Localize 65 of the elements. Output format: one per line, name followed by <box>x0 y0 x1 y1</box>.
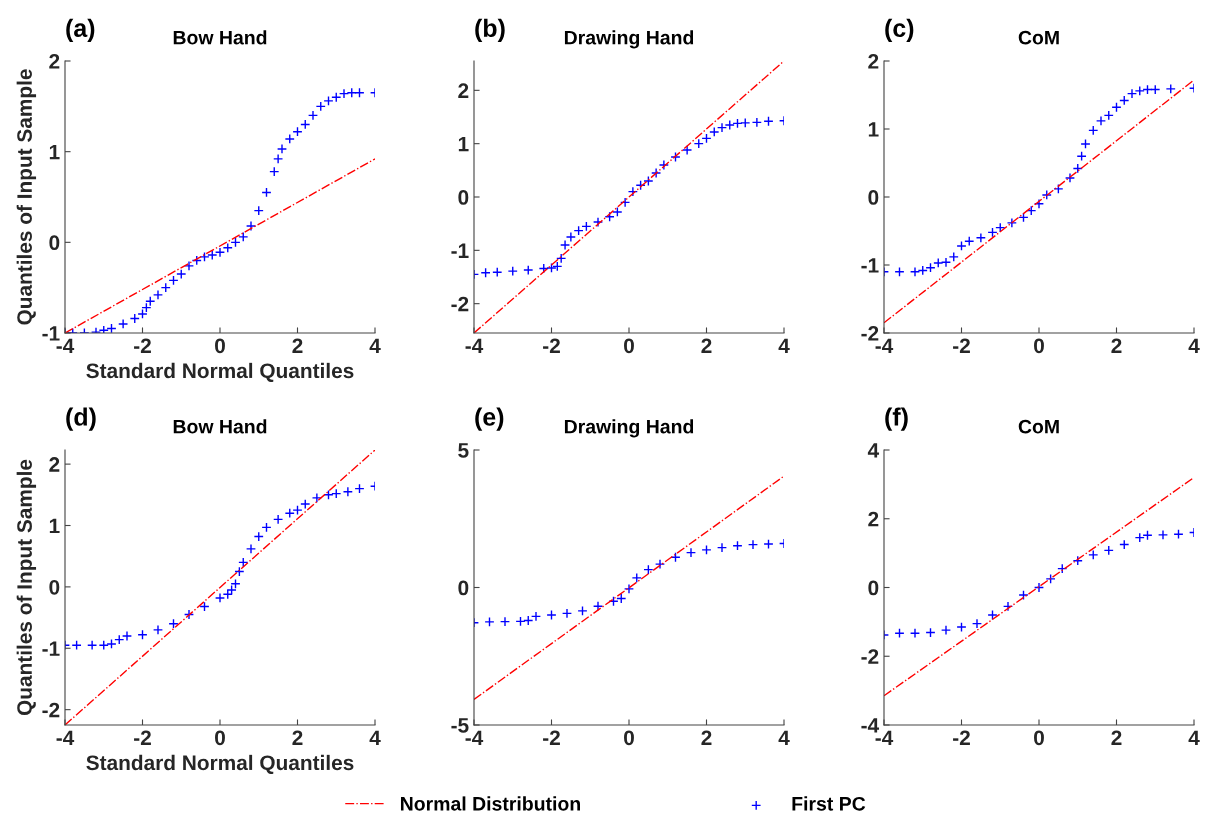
x-axis-title: Standard Normal Quantiles <box>86 754 354 775</box>
y-tick-label: 2 <box>868 511 879 527</box>
y-tick-label: 0 <box>458 580 469 596</box>
y-tick-label: 1 <box>49 144 60 160</box>
x-tick-label: -2 <box>134 730 151 745</box>
x-tick-label: 4 <box>778 730 790 745</box>
x-tick-label: 0 <box>624 338 634 354</box>
legend-label: First PC <box>792 796 866 811</box>
y-tick-label: -2 <box>861 649 879 664</box>
x-tick-label: -2 <box>953 338 970 353</box>
x-tick-label: 0 <box>215 730 225 746</box>
x-tick-label: 2 <box>292 338 303 353</box>
text: (a) <box>66 18 95 42</box>
text: (e) <box>475 407 504 431</box>
y-tick-label: 0 <box>49 579 60 595</box>
y-tick-label: 2 <box>49 457 60 472</box>
text: (f) <box>885 407 908 431</box>
x-tick-label: 2 <box>1111 338 1122 353</box>
x-tick-label: 2 <box>701 730 712 745</box>
x-tick-label: -2 <box>543 730 560 745</box>
y-tick-label: -2 <box>451 296 469 312</box>
text: (b) <box>475 18 505 42</box>
y-tick-label: 1 <box>458 136 469 152</box>
y-tick-label: 0 <box>868 190 879 205</box>
x-axis-title: Standard Normal Quantiles <box>86 362 354 383</box>
x-tick-label: -2 <box>953 730 970 745</box>
legend-label: Normal Distribution <box>401 796 580 811</box>
y-tick-label: 1 <box>49 518 60 534</box>
y-axis-title: Quantiles of Input Sample <box>16 459 37 716</box>
x-tick-label: 2 <box>292 730 303 745</box>
text: (c) <box>885 18 914 42</box>
x-tick-label: 0 <box>624 730 634 746</box>
x-tick-label: 2 <box>701 338 712 353</box>
chart-title: Drawing Hand <box>564 30 694 49</box>
y-tick-label: -2 <box>42 702 60 718</box>
y-tick-label: 0 <box>49 235 60 251</box>
x-tick-label: 0 <box>215 338 225 354</box>
y-tick-label: -1 <box>861 258 879 273</box>
y-tick-label: 0 <box>458 190 469 205</box>
y-tick-label: 0 <box>868 580 879 596</box>
y-tick-label: -1 <box>451 243 469 258</box>
x-tick-label: -2 <box>543 338 560 353</box>
y-tick-label: 2 <box>868 54 879 69</box>
chart-title: Bow Hand <box>173 419 267 434</box>
text: (d) <box>66 407 96 431</box>
x-tick-label: 4 <box>778 338 790 353</box>
x-tick-label: 0 <box>1034 730 1044 746</box>
x-tick-label: 4 <box>1188 338 1200 353</box>
y-tick-label: 2 <box>49 54 60 69</box>
x-tick-label: -2 <box>134 338 151 353</box>
x-tick-label: 4 <box>1188 730 1200 745</box>
x-tick-label: 4 <box>369 730 381 745</box>
y-axis-title: Quantiles of Input Sample <box>16 69 37 325</box>
x-tick-label: 0 <box>1034 338 1044 354</box>
chart-title: Bow Hand <box>173 30 267 45</box>
x-tick-label: 4 <box>369 338 381 353</box>
y-tick-label: 1 <box>868 122 879 137</box>
chart-title: CoM <box>1018 30 1059 45</box>
y-tick-label: 4 <box>867 443 880 458</box>
y-tick-label: 5 <box>458 443 469 458</box>
y-tick-label: 2 <box>458 83 469 98</box>
chart-title: CoM <box>1018 419 1059 434</box>
chart-title: Drawing Hand <box>564 419 694 438</box>
y-tick-label: -1 <box>42 641 60 656</box>
x-tick-label: 2 <box>1111 730 1122 745</box>
